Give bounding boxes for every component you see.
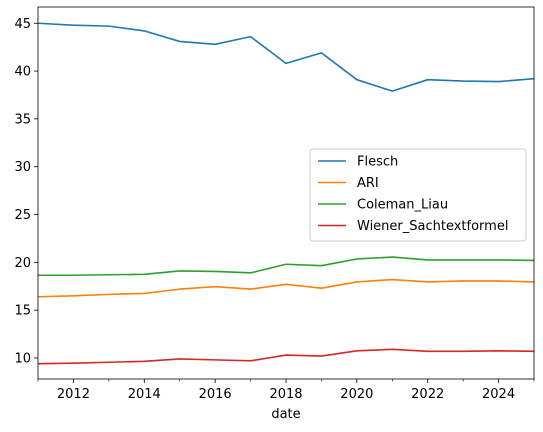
legend-box [309,148,527,242]
y-tick-label: 30 [14,160,31,175]
legend-label: Coleman_Liau [357,198,448,213]
x-tick-label: 2024 [482,387,515,402]
x-tick-label: 2022 [411,387,444,402]
x-tick-label: 2012 [57,387,90,402]
series-line-coleman_liau [38,256,535,277]
y-tick-label: 45 [14,17,31,32]
y-tick-label: 10 [14,351,31,366]
y-tick-label: 40 [14,65,31,80]
legend: Flesch ARI Coleman_Liau Wiener_Sachtextform… [309,148,527,242]
x-axis-label: date [271,407,300,422]
x-tick-label: 2020 [340,387,373,402]
series-line-wiener_sachtextformel [37,348,535,365]
x-tick-label: 2014 [128,387,161,402]
x-tick-label: 2016 [199,387,232,402]
series-line-ari [37,278,535,298]
x-tick-label: 2018 [269,387,302,402]
series-line-flesch [37,22,535,92]
x-axis: 2012 2014 2016 2018 2020 2022 2024 [37,379,535,402]
y-tick-label: 35 [14,112,31,127]
legend-label: Flesch [357,155,398,170]
y-tick-label: 20 [14,256,31,271]
y-axis: 10 15 20 25 30 35 40 45 [14,17,38,366]
y-tick-label: 15 [14,304,31,319]
legend-label: ARI [357,176,379,191]
series-lines [37,22,535,365]
legend-label: Wiener_Sachtextformel [357,219,508,234]
y-tick-label: 25 [14,208,31,223]
